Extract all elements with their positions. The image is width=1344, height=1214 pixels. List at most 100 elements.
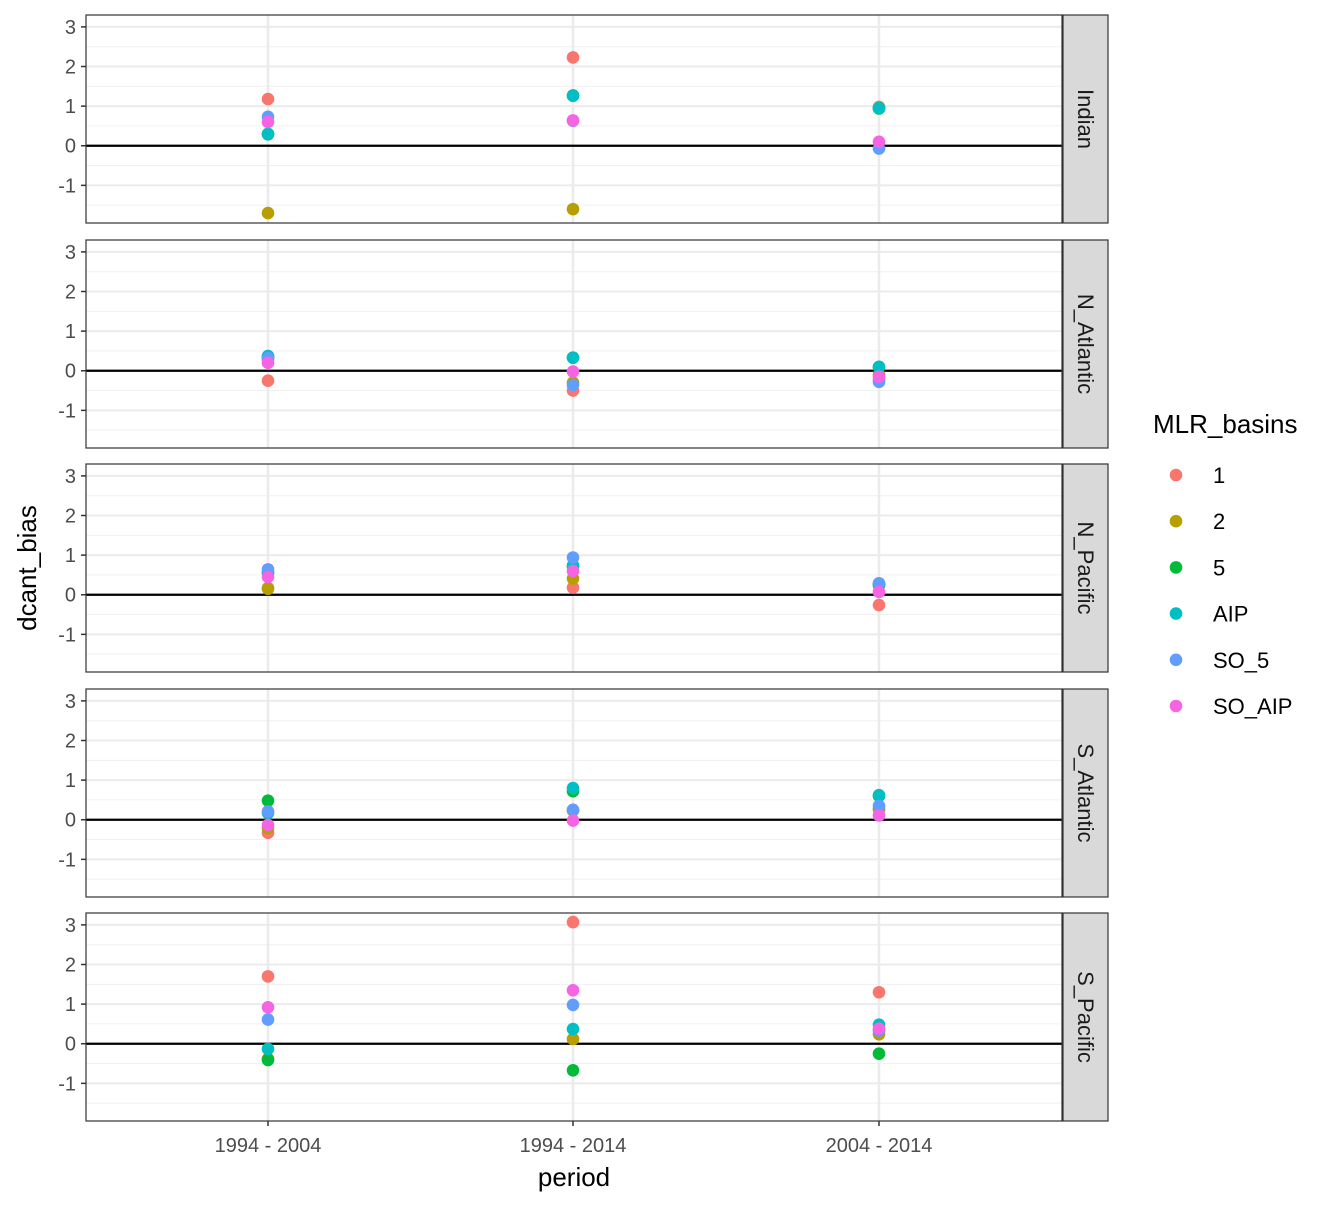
legend-key [1169,468,1183,482]
legend-title: MLR_basins [1153,409,1298,439]
data-point [872,370,886,383]
legend-label: SO_5 [1213,648,1269,673]
data-point [261,582,275,596]
data-point [566,202,580,216]
data-point [261,374,275,387]
y-tick-label: 1 [65,770,76,792]
data-point [872,788,886,802]
facet-strip [1062,688,1109,898]
panel-border [85,688,1063,898]
data-point [872,598,886,612]
data-point [261,356,275,370]
panel-border [85,14,1063,224]
legend-key [1169,514,1183,528]
data-point [566,998,580,1012]
y-tick-label: 2 [65,731,76,753]
data-point [261,1053,275,1067]
legend-label: 1 [1213,463,1225,488]
data-point [261,127,275,141]
legend-key [1169,607,1183,620]
y-tick-label: 1 [65,96,76,118]
y-tick-label: -1 [58,624,76,646]
x-tick-label: 2004 - 2014 [826,1135,933,1157]
data-point [261,1013,275,1026]
facet-strip-label: Indian [1073,89,1098,149]
y-tick-label: -1 [58,175,76,197]
y-tick-label: 2 [65,955,76,977]
data-point [872,1022,886,1035]
legend-label: SO_AIP [1213,694,1292,719]
data-point [872,585,886,599]
y-tick-label: 0 [65,361,76,383]
data-point [566,51,580,64]
data-point [566,781,580,795]
data-point [566,581,580,594]
legend-label: 5 [1213,555,1225,580]
y-axis-title: dcant_bias [12,505,42,631]
data-point [566,814,580,827]
y-tick-label: -1 [58,400,76,422]
y-tick-label: 0 [65,585,76,607]
y-tick-label: 3 [65,466,76,488]
data-point [872,576,886,590]
facet-strip [1062,912,1109,1122]
data-point [566,89,580,103]
data-point [566,915,580,929]
legend-label: 2 [1213,509,1225,534]
facet-strip [1062,14,1109,224]
panel-border [85,463,1063,673]
panel-border [85,912,1063,1122]
x-axis-title: period [538,1162,610,1192]
data-point [261,805,275,818]
data-point [261,818,275,832]
x-tick-label: 1994 - 2004 [215,1135,322,1157]
y-tick-label: 0 [65,136,76,158]
y-tick-label: 2 [65,506,76,528]
y-tick-label: 3 [65,242,76,264]
facet-strip-label: S_Pacific [1073,971,1098,1063]
legend-key [1169,653,1183,667]
data-point [872,799,886,813]
data-point [261,206,275,220]
y-tick-label: -1 [58,849,76,871]
data-point [566,1063,580,1077]
legend-key [1169,561,1183,574]
facet-strip-label: N_Atlantic [1073,294,1098,394]
data-point [566,983,580,997]
data-point [261,115,275,129]
data-point [566,551,580,564]
data-point [566,365,580,378]
y-tick-label: 3 [65,915,76,937]
data-point [261,570,275,584]
data-point [872,360,886,374]
y-tick-label: 1 [65,321,76,343]
data-point [566,1022,580,1036]
data-point [261,1000,275,1014]
data-point [566,564,580,578]
data-point [872,809,886,822]
facet-strip [1062,239,1109,449]
y-tick-label: -1 [58,1073,76,1095]
data-point [261,794,275,808]
data-point [872,101,886,115]
legend-label: AIP [1213,602,1248,627]
data-point [261,92,275,106]
legend-key [1169,699,1183,713]
data-point [261,970,275,983]
y-tick-label: 1 [65,545,76,567]
data-point [566,114,580,127]
y-tick-label: 3 [65,17,76,39]
facet-strip [1062,463,1109,673]
data-point [261,1042,275,1056]
data-point [566,351,580,364]
y-tick-label: 0 [65,810,76,832]
data-point [872,1047,886,1060]
data-point [566,378,580,392]
facet-strip-label: N_Pacific [1073,522,1098,615]
data-point [872,135,886,149]
panel-border [85,239,1063,449]
data-point [872,985,886,999]
facet-strip-label: S_Atlantic [1073,743,1098,842]
